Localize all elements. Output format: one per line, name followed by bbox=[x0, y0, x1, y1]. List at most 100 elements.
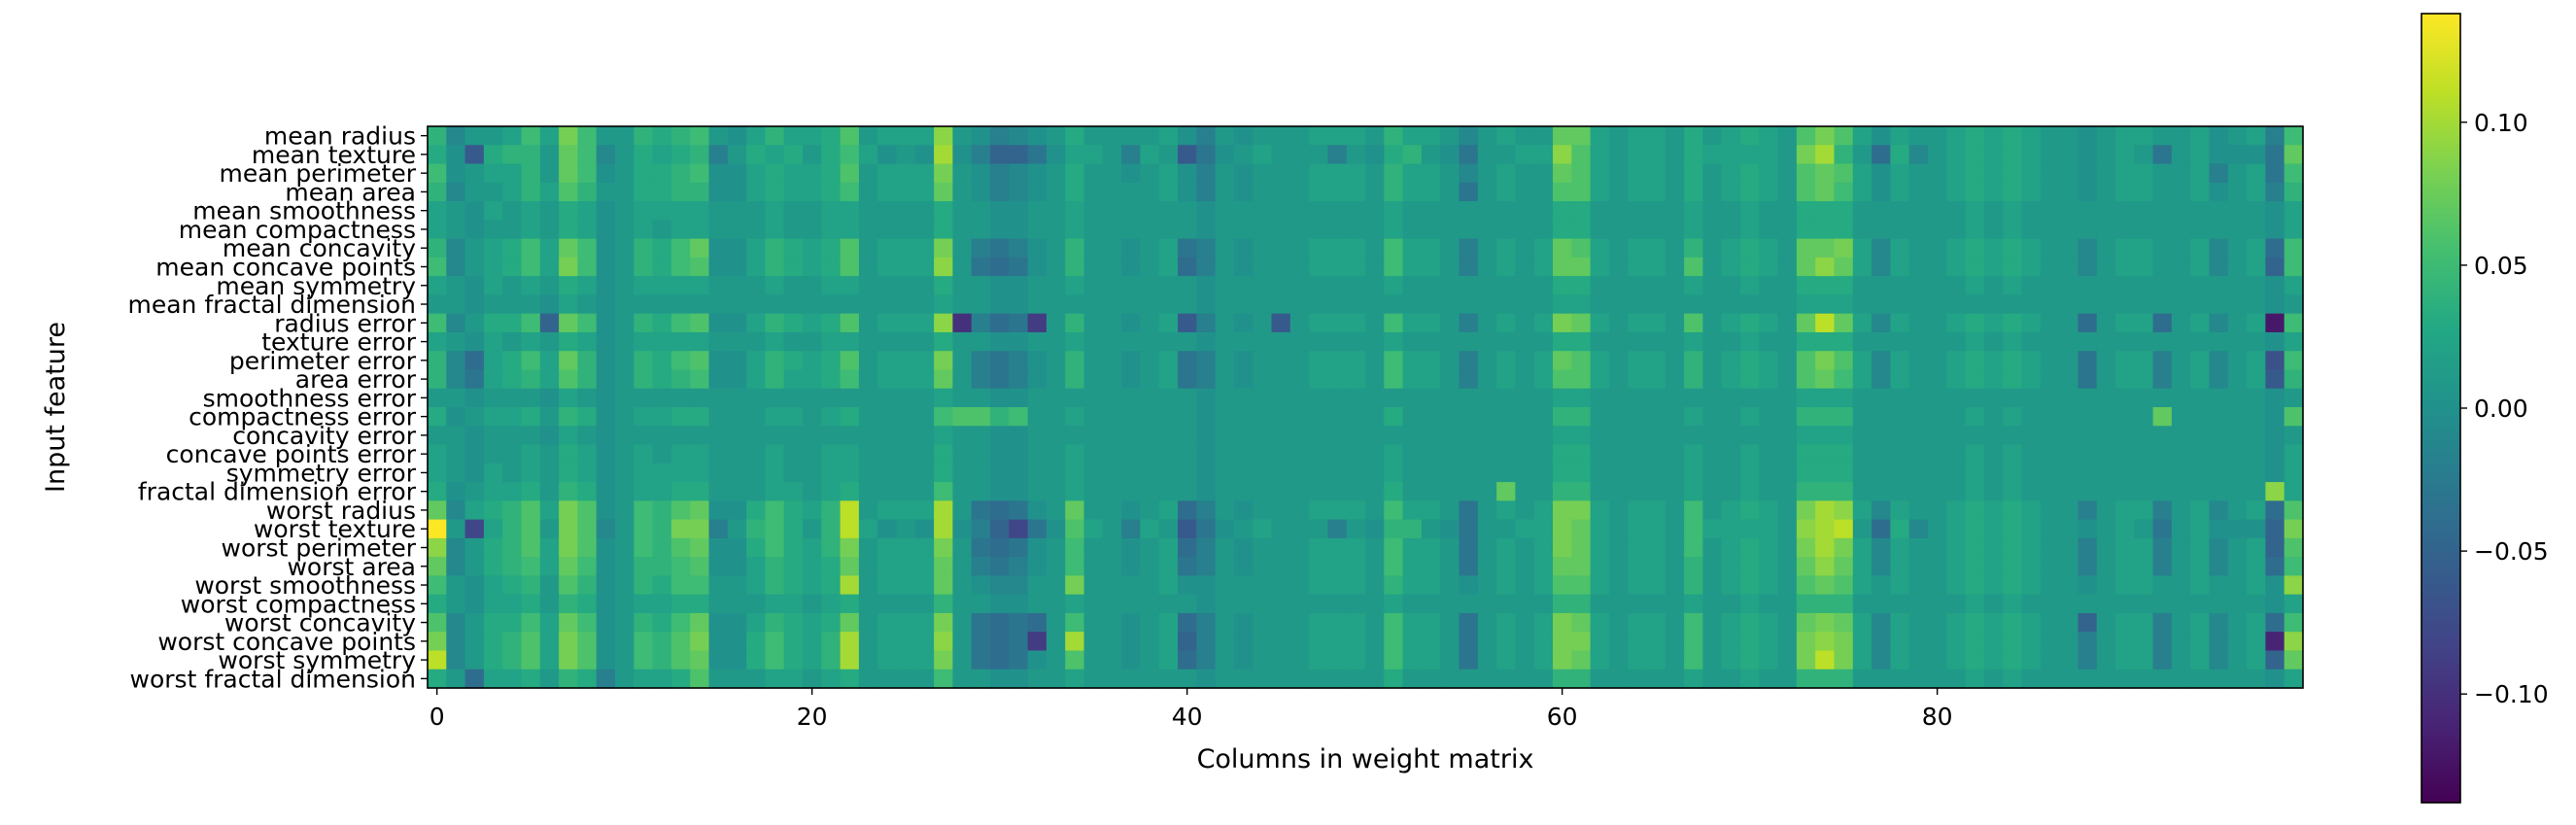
heatmap-cell bbox=[1046, 294, 1066, 315]
heatmap-cell bbox=[596, 612, 616, 633]
heatmap-cell bbox=[1421, 519, 1441, 539]
heatmap-cell bbox=[1402, 537, 1423, 558]
heatmap-cell bbox=[1121, 444, 1141, 464]
heatmap-cell bbox=[539, 463, 560, 483]
heatmap-cell bbox=[1608, 182, 1629, 202]
heatmap-cell bbox=[896, 612, 916, 633]
heatmap-cell bbox=[1459, 426, 1479, 446]
heatmap-cell bbox=[502, 669, 523, 689]
heatmap-cell bbox=[428, 351, 447, 371]
heatmap-cell bbox=[1065, 444, 1085, 464]
heatmap-cell bbox=[1665, 182, 1685, 202]
heatmap-cell bbox=[539, 126, 560, 146]
heatmap-cell bbox=[1196, 575, 1217, 596]
heatmap-cell bbox=[2209, 575, 2229, 596]
heatmap-cell bbox=[2003, 519, 2023, 539]
heatmap-cell bbox=[1515, 669, 1535, 689]
heatmap-cell bbox=[1327, 407, 1348, 427]
heatmap-cell bbox=[1327, 182, 1348, 202]
heatmap-cell bbox=[577, 238, 598, 258]
heatmap-cell bbox=[971, 407, 991, 427]
heatmap-cell bbox=[2284, 519, 2304, 539]
heatmap-cell bbox=[2021, 313, 2042, 333]
heatmap-cell bbox=[652, 369, 672, 390]
heatmap-cell bbox=[1684, 557, 1703, 576]
heatmap-cell bbox=[765, 669, 785, 689]
heatmap-cell bbox=[1777, 463, 1798, 483]
heatmap-cell bbox=[2078, 182, 2098, 202]
heatmap-cell bbox=[502, 276, 523, 295]
heatmap-cell bbox=[1421, 407, 1441, 427]
heatmap-cell bbox=[1440, 182, 1460, 202]
heatmap-cell bbox=[2040, 220, 2060, 240]
heatmap-cell bbox=[727, 407, 747, 427]
heatmap-cell bbox=[1233, 163, 1254, 184]
heatmap-cell bbox=[2059, 126, 2078, 146]
heatmap-cell bbox=[464, 145, 485, 165]
heatmap-cell bbox=[1571, 126, 1592, 146]
heatmap-cell bbox=[1721, 220, 1741, 240]
heatmap-cell bbox=[1815, 650, 1836, 670]
heatmap-cell bbox=[559, 238, 578, 258]
heatmap-cell bbox=[1852, 369, 1872, 390]
heatmap-cell bbox=[1571, 294, 1592, 315]
heatmap-cell bbox=[1178, 145, 1197, 165]
heatmap-cell bbox=[1777, 369, 1798, 390]
heatmap-cell bbox=[1796, 426, 1816, 446]
heatmap-cell bbox=[1027, 426, 1048, 446]
heatmap-cell bbox=[521, 220, 541, 240]
heatmap-cell bbox=[708, 220, 729, 240]
heatmap-cell bbox=[914, 331, 935, 352]
heatmap-cell bbox=[1215, 126, 1235, 146]
heatmap-cell bbox=[896, 294, 916, 315]
heatmap-cell bbox=[896, 463, 916, 483]
heatmap-cell bbox=[1102, 369, 1122, 390]
heatmap-cell bbox=[1196, 351, 1217, 371]
heatmap-cell bbox=[2040, 519, 2060, 539]
heatmap-cell bbox=[1496, 426, 1516, 446]
heatmap-cell bbox=[1852, 201, 1872, 221]
heatmap-cell bbox=[1665, 650, 1685, 670]
heatmap-cell bbox=[1890, 594, 1910, 614]
heatmap-cell bbox=[2284, 632, 2304, 652]
heatmap-cell bbox=[1796, 163, 1816, 184]
heatmap-cell bbox=[1215, 575, 1235, 596]
heatmap-cell bbox=[634, 407, 654, 427]
heatmap-cell bbox=[1852, 407, 1872, 427]
heatmap-cell bbox=[952, 632, 973, 652]
heatmap-cell bbox=[1140, 537, 1160, 558]
heatmap-cell bbox=[1289, 407, 1310, 427]
heatmap-cell bbox=[1608, 537, 1629, 558]
heatmap-cell bbox=[1872, 313, 1891, 333]
heatmap-cell bbox=[2134, 351, 2154, 371]
heatmap-cell bbox=[803, 163, 822, 184]
heatmap-cell bbox=[2096, 388, 2116, 408]
heatmap-cell bbox=[690, 182, 710, 202]
heatmap-cell bbox=[1721, 482, 1741, 501]
heatmap-cell bbox=[2265, 407, 2285, 427]
heatmap-cell bbox=[464, 537, 485, 558]
heatmap-cell bbox=[1477, 238, 1497, 258]
heatmap-cell bbox=[2227, 537, 2248, 558]
heatmap-cell bbox=[1646, 444, 1666, 464]
heatmap-cell bbox=[746, 632, 766, 652]
heatmap-cell bbox=[1721, 669, 1741, 689]
heatmap-cell bbox=[990, 126, 1010, 146]
heatmap-cell bbox=[1965, 407, 1985, 427]
heatmap-cell bbox=[1158, 182, 1179, 202]
heatmap-cell bbox=[652, 294, 672, 315]
heatmap-cell bbox=[783, 276, 804, 295]
heatmap-cell bbox=[1796, 388, 1816, 408]
heatmap-cell bbox=[896, 388, 916, 408]
heatmap-cell bbox=[446, 313, 466, 333]
heatmap-cell bbox=[446, 407, 466, 427]
heatmap-cell bbox=[2078, 126, 2098, 146]
heatmap-cell bbox=[1815, 575, 1836, 596]
row-label: fractal dimension error bbox=[138, 478, 417, 506]
heatmap-cell bbox=[1533, 351, 1554, 371]
heatmap-cell bbox=[2003, 650, 2023, 670]
heatmap-cell bbox=[1777, 557, 1798, 576]
heatmap-cell bbox=[2096, 407, 2116, 427]
heatmap-cell bbox=[803, 257, 822, 277]
heatmap-cell bbox=[502, 575, 523, 596]
